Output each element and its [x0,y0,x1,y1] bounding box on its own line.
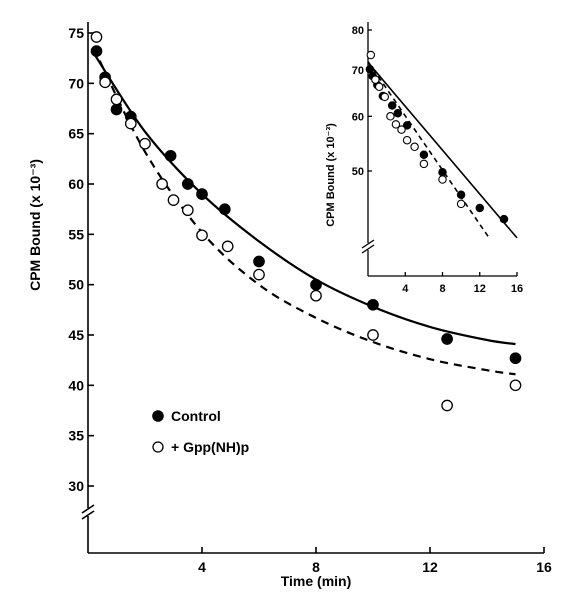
inset-point-gppnhp [438,175,447,184]
point-gppnhp [367,329,379,341]
point-gppnhp [90,31,103,43]
inset-point-control [402,121,412,130]
inset-point-control [387,101,397,110]
inset-point-gppnhp [397,125,406,134]
inset-point-control [499,214,509,224]
inset-x-tick-label: 16 [511,283,523,295]
legend-marker-gppnhp [152,441,164,453]
inset-fit-line-control [367,61,518,239]
inset-x-tick-label: 12 [474,283,486,295]
inset-y-tick-label: 60 [352,111,364,123]
main-plot: Time (min) CPM Bound (x 10⁻³) 30 35 40 45 50… [27,22,552,589]
axis-break-mark-lower [81,510,95,520]
point-gppnhp [124,117,137,130]
x-axis-label: Time (min) [281,573,352,589]
point-gppnhp [181,204,194,217]
axis-break-mark-upper [81,504,95,514]
inset-y-tick-label: 70 [352,65,364,77]
inset-point-control [393,109,403,118]
point-control [509,352,522,365]
point-gppnhp [441,399,453,412]
inset-point-gppnhp [371,75,380,84]
inset-x-tick-label: 8 [439,283,445,295]
inset-x-tick-label: 4 [402,283,409,295]
inset-point-gppnhp [456,199,466,209]
inset-point-gppnhp [366,50,376,60]
inset-fit-line-gppnhp [367,61,490,239]
point-control [253,255,265,268]
y-tick-label: 60 [68,176,84,192]
inset-point-control [475,203,485,213]
point-gppnhp [110,93,123,106]
point-gppnhp [310,289,322,302]
y-tick-label: 75 [68,25,84,41]
point-control [164,149,177,162]
inset-point-gppnhp [402,135,412,145]
inset-point-control [419,150,429,159]
inset-point-gppnhp [374,82,384,92]
y-tick-label: 65 [68,126,84,142]
inset-axis-break-mark-lower [361,244,375,254]
fit-line-control [92,52,516,346]
inset-point-gppnhp [410,142,419,152]
point-control [310,278,322,291]
x-tick-label: 8 [312,559,320,575]
legend-label-control: Control [171,408,221,424]
point-gppnhp [99,76,111,89]
inset-point-control [456,190,466,199]
point-control [196,188,208,200]
point-gppnhp [253,268,265,281]
y-tick-label: 70 [68,75,84,91]
point-control [110,103,123,116]
point-control [90,45,103,57]
inset-axis-break-mark-upper [361,239,375,249]
x-tick-label: 4 [198,559,206,575]
inset-point-gppnhp [391,120,401,129]
inset-point-control [438,167,447,177]
point-gppnhp [509,379,522,392]
inset-point-control [365,64,375,74]
point-gppnhp [167,194,180,206]
point-control [367,298,379,311]
x-tick-label: 16 [536,559,552,575]
point-gppnhp [156,178,168,190]
y-tick-label: 35 [68,428,84,444]
legend: Control + Gpp(NH)p [152,408,249,455]
point-gppnhp [221,240,234,253]
inset-point-gppnhp [419,159,429,169]
y-tick-label: 50 [68,277,84,293]
legend-marker-control [152,410,164,422]
inset-plot: CPM Bound (x 10⁻³) 50 60 70 80 4 8 12 16 [325,22,523,295]
inset-y-tick-label: 80 [352,25,364,37]
point-control [441,333,453,345]
inset-point-gppnhp [380,92,390,102]
y-tick-label: 40 [68,377,84,393]
x-tick-label: 12 [422,559,438,575]
y-tick-label: 55 [68,226,84,242]
y-tick-label: 30 [68,478,84,494]
inset-y-axis-label: CPM Bound (x 10⁻³) [325,123,337,227]
inset-point-gppnhp [386,112,395,121]
point-control [218,203,231,216]
fit-line-gppnhp [92,47,516,376]
point-gppnhp [196,229,208,242]
inset-y-tick-label: 50 [352,166,364,178]
y-axis-label: CPM Bound (x 10⁻³) [27,159,43,291]
y-tick-label: 45 [68,327,84,343]
point-control [181,178,194,190]
legend-label-gppnhp: + Gpp(NH)p [171,439,249,455]
point-gppnhp [139,137,151,150]
